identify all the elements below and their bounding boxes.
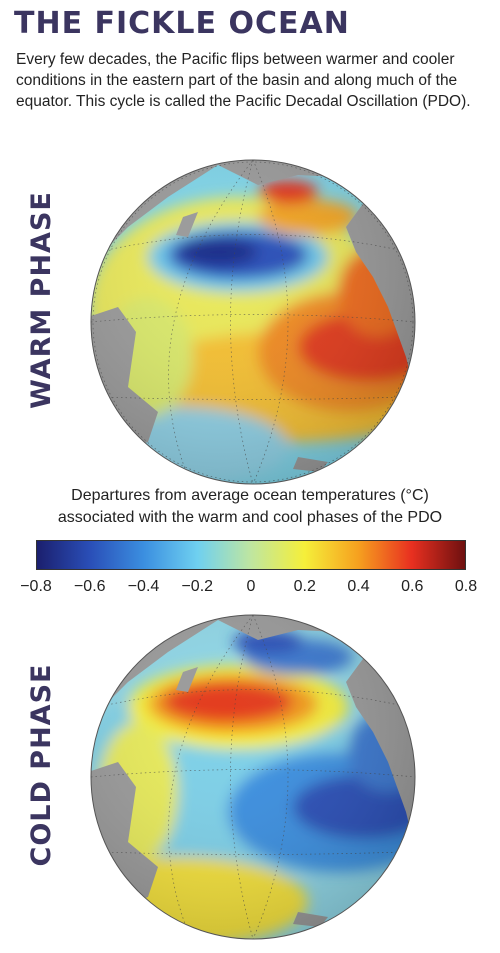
colorbar-tick-label: −0.4 xyxy=(127,578,160,595)
colorbar-tick-label: 0.2 xyxy=(293,578,316,595)
colorbar-caption: Departures from average ocean temperatur… xyxy=(0,485,500,529)
colorbar-tick-label: 0.6 xyxy=(401,578,424,595)
colorbar-ticks: −0.8 −0.6 −0.4 −0.2 0 0.2 0.4 0.6 0.8 xyxy=(0,578,500,600)
intro-text: Every few decades, the Pacific flips bet… xyxy=(16,51,471,110)
colorbar-caption-line-2: associated with the warm and cool phases… xyxy=(57,509,443,526)
colorbar-tick-label: 0.4 xyxy=(347,578,370,595)
colorbar-caption-line-1: Departures from average ocean temperatur… xyxy=(71,487,429,504)
cold-phase-label: COLD PHASE xyxy=(26,663,57,867)
colorbar-tick-label: 0.8 xyxy=(454,578,478,595)
temperature-anomaly-colorbar xyxy=(36,540,466,570)
colorbar-tick-label: −0.6 xyxy=(73,578,106,595)
colorbar-tick-label: 0 xyxy=(246,578,256,595)
warm-phase-label: WARM PHASE xyxy=(26,191,57,409)
page-title: THE FICKLE OCEAN xyxy=(14,6,350,41)
colorbar-tick-label: −0.2 xyxy=(181,578,214,595)
cold-phase-globe xyxy=(90,614,416,940)
warm-phase-globe xyxy=(90,159,416,485)
colorbar-tick-label: −0.8 xyxy=(20,578,52,595)
